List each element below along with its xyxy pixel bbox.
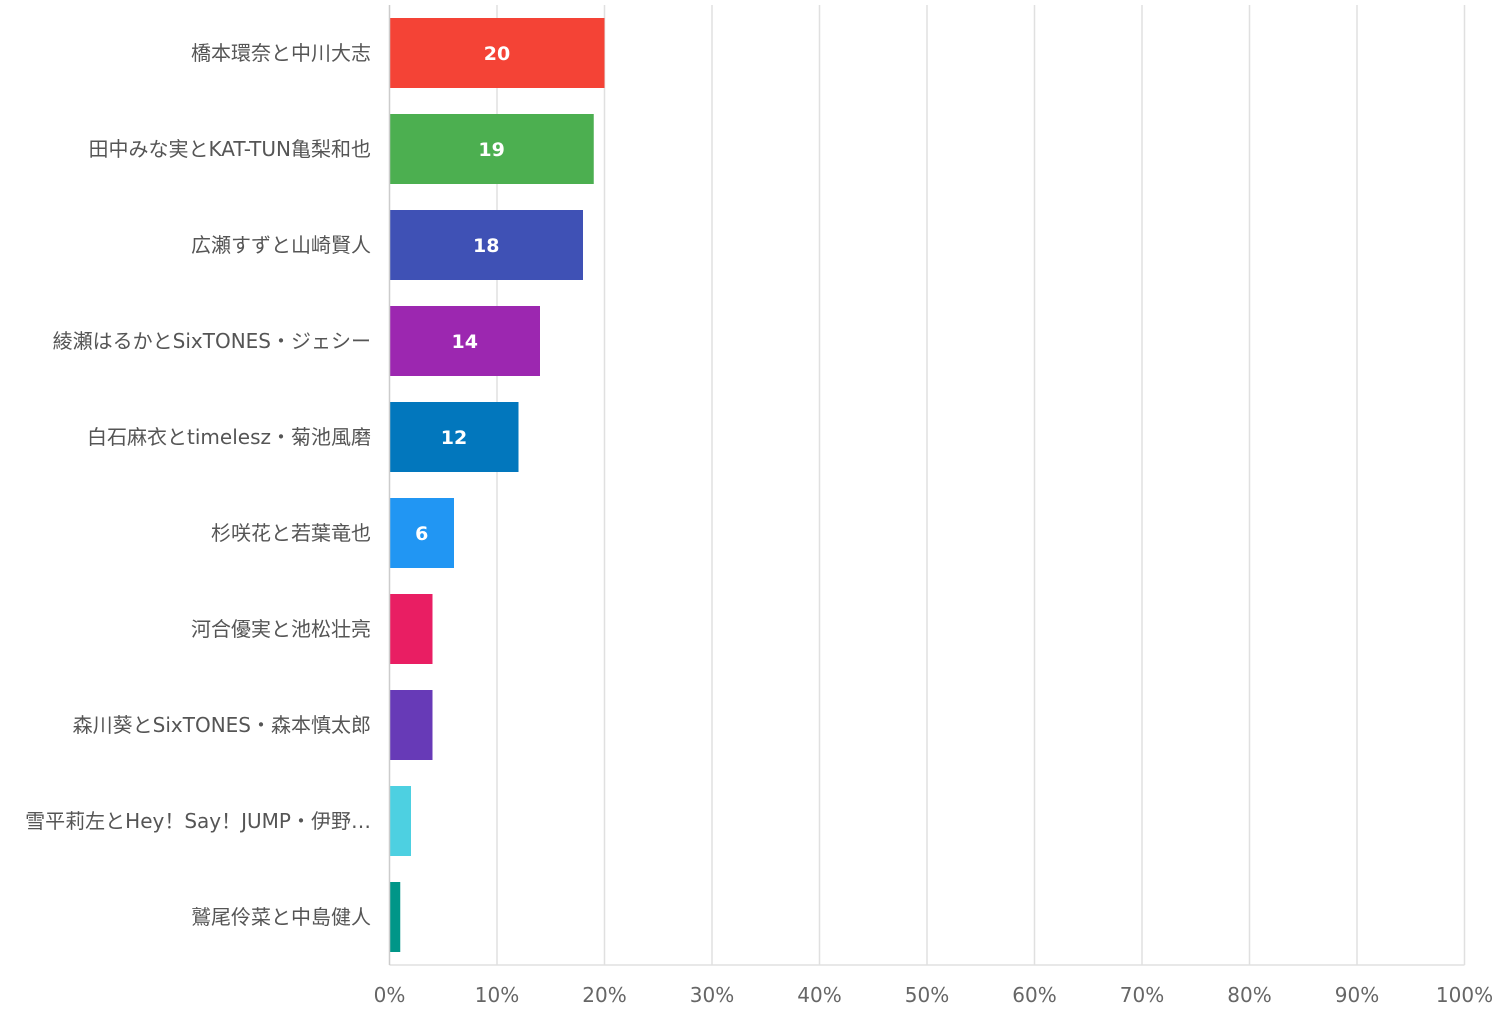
category-label: 河合優実と池松壮亮 [191, 617, 371, 641]
bar-8 [389, 690, 433, 760]
x-tick-label: 10% [475, 983, 519, 1007]
category-label: 鷲尾伶菜と中島健人 [191, 905, 371, 929]
x-tick-label: 0% [374, 983, 406, 1007]
bar-5 [389, 402, 519, 472]
bar-value-label: 14 [452, 331, 478, 353]
bar-value-label: 18 [473, 235, 499, 257]
bars: 20 19 18 14 12 6 [389, 18, 605, 952]
bar-value-label: 20 [484, 43, 510, 65]
bar-10 [389, 882, 401, 952]
category-label: 綾瀬はるかとSixTONES・ジェシー [53, 329, 371, 353]
x-tick-label: 40% [797, 983, 841, 1007]
bar-value-label: 6 [415, 523, 428, 545]
bar-9 [389, 786, 411, 856]
category-label: 田中みな実とKAT-TUN亀梨和也 [89, 137, 371, 161]
category-label: 杉咲花と若葉竜也 [211, 521, 371, 545]
bar-value-label: 19 [478, 139, 504, 161]
x-axis-ticks: 0% 10% 20% 30% 40% 50% 60% 70% 80% 90% 100% [374, 983, 1493, 1007]
x-tick-label: 70% [1120, 983, 1164, 1007]
x-tick-label: 90% [1335, 983, 1379, 1007]
grid-lines [389, 5, 1466, 966]
x-tick-label: 20% [582, 983, 626, 1007]
category-label: 白石麻衣とtimelesz・菊池風磨 [87, 425, 371, 449]
category-label: 橋本環奈と中川大志 [191, 41, 371, 65]
bar-2 [389, 114, 594, 184]
bar-value-label: 12 [441, 427, 467, 449]
x-tick-label: 100% [1436, 983, 1493, 1007]
x-tick-label: 30% [690, 983, 734, 1007]
x-tick-label: 60% [1012, 983, 1056, 1007]
x-tick-label: 50% [905, 983, 949, 1007]
bar-6 [389, 498, 454, 568]
category-labels: 橋本環奈と中川大志田中みな実とKAT-TUN亀梨和也広瀬すずと山崎賢人綾瀬はるか… [25, 41, 371, 929]
category-label: 雪平莉左とHey！Say！JUMP・伊野… [25, 809, 371, 833]
bar-1 [389, 18, 605, 88]
bar-3 [389, 210, 583, 280]
bar-4 [389, 306, 540, 376]
bar-7 [389, 594, 433, 664]
x-tick-label: 80% [1227, 983, 1271, 1007]
category-label: 森川葵とSixTONES・森本慎太郎 [73, 713, 371, 737]
category-label: 広瀬すずと山崎賢人 [191, 233, 371, 257]
